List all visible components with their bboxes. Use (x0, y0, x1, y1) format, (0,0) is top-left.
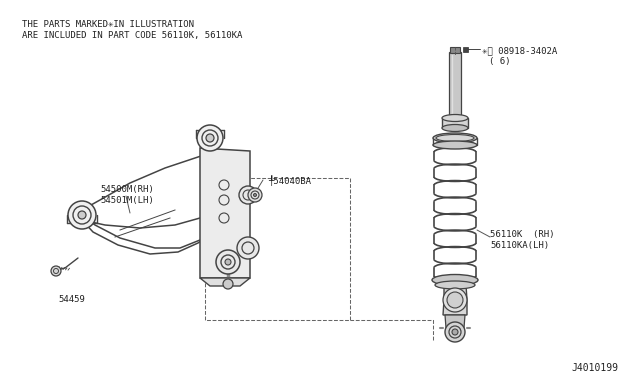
Polygon shape (200, 148, 250, 278)
Ellipse shape (442, 115, 468, 122)
Ellipse shape (433, 133, 477, 143)
Ellipse shape (435, 281, 475, 289)
Text: ( 6): ( 6) (489, 57, 511, 66)
Circle shape (51, 266, 61, 276)
Circle shape (248, 188, 262, 202)
Text: ╀54040BA: ╀54040BA (268, 175, 311, 186)
Text: THE PARTS MARKED✳IN ILLUSTRATION: THE PARTS MARKED✳IN ILLUSTRATION (22, 20, 194, 29)
Circle shape (197, 125, 223, 151)
Circle shape (78, 211, 86, 219)
Text: 54459: 54459 (58, 295, 85, 304)
Text: 54501M(LH): 54501M(LH) (100, 196, 154, 205)
Text: 56110KA(LH): 56110KA(LH) (490, 241, 549, 250)
Ellipse shape (432, 275, 478, 285)
Circle shape (223, 279, 233, 289)
Text: 54500M(RH): 54500M(RH) (100, 185, 154, 194)
Ellipse shape (436, 135, 474, 141)
Text: ARE INCLUDED IN PART CODE 56110K, 56110KA: ARE INCLUDED IN PART CODE 56110K, 56110K… (22, 31, 243, 40)
Polygon shape (449, 52, 461, 120)
Circle shape (447, 292, 463, 308)
Circle shape (237, 237, 259, 259)
Circle shape (216, 250, 240, 274)
Circle shape (253, 193, 257, 196)
Text: J4010199: J4010199 (571, 363, 618, 372)
Polygon shape (445, 315, 465, 328)
Circle shape (445, 322, 465, 342)
Ellipse shape (442, 125, 468, 131)
FancyBboxPatch shape (463, 47, 468, 52)
Polygon shape (443, 285, 467, 315)
Circle shape (239, 186, 257, 204)
Circle shape (206, 134, 214, 142)
Circle shape (225, 259, 231, 265)
Text: 56110K  (RH): 56110K (RH) (490, 230, 554, 239)
Circle shape (452, 329, 458, 335)
Ellipse shape (433, 141, 477, 149)
Polygon shape (442, 118, 468, 128)
Text: ✳Ⓝ 08918-3402A: ✳Ⓝ 08918-3402A (482, 46, 557, 55)
Circle shape (443, 288, 467, 312)
Circle shape (68, 201, 96, 229)
Polygon shape (200, 278, 250, 286)
Polygon shape (450, 47, 460, 53)
